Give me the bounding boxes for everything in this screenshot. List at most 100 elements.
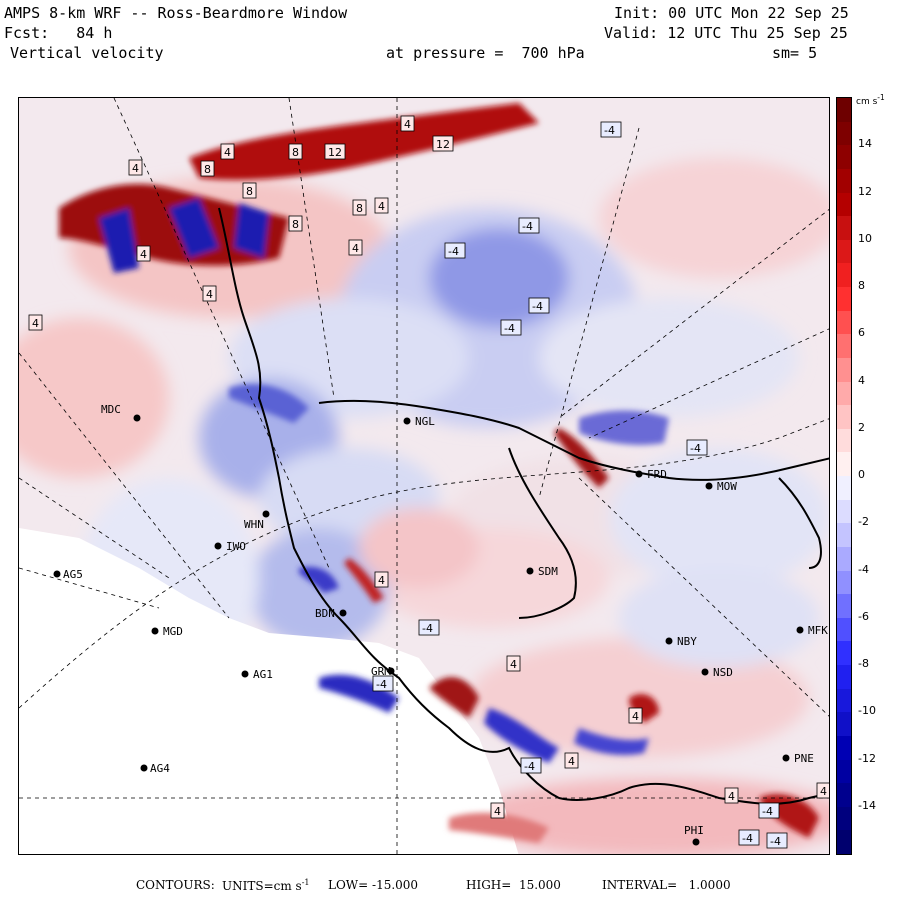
downward-motion-bands <box>229 384 669 763</box>
colorbar-segment <box>837 263 851 288</box>
colorbar-units: cm s-1 <box>856 93 885 107</box>
contour-label-box <box>506 655 521 672</box>
colorbar-segment <box>837 168 851 194</box>
colorbar-tick-label: -12 <box>858 751 876 765</box>
contour-label: 4 <box>224 146 231 159</box>
contour-label-box <box>288 215 303 232</box>
colorbar-segment <box>837 617 851 643</box>
colorbar-tick-label: -8 <box>858 657 869 670</box>
station-dot <box>782 754 790 762</box>
colorbar-segment <box>837 357 851 383</box>
contour-label: 4 <box>32 317 39 330</box>
station-label: MGD <box>163 625 183 638</box>
upward-motion-bands <box>59 103 819 843</box>
contour-label: -4 <box>376 678 387 691</box>
station-dot <box>635 470 643 478</box>
contour-label: 4 <box>378 574 385 587</box>
colorbar-tick-label: 10 <box>858 231 872 245</box>
station-label: NGL <box>415 415 435 428</box>
colorbar-segment <box>837 806 851 832</box>
colorbar-segment <box>837 499 851 525</box>
contour-label-box <box>758 802 780 819</box>
colorbar-tick-label: 14 <box>858 137 872 151</box>
smoothing-value: sm= 5 <box>772 44 818 62</box>
contour-label-box <box>816 782 829 799</box>
vertical-velocity-map: 4 4 12 8 12 4 8 8 4 8 4 8 4 -4 -4 -4 -4 -4 -4 4 4 4 -4 4 4 -4 -4 -4… <box>18 97 830 855</box>
contour-label-box <box>202 285 217 302</box>
contour-label: 4 <box>510 658 517 671</box>
station-label: MOW <box>717 480 737 493</box>
station-dot <box>701 668 709 676</box>
contour-label: 8 <box>246 185 253 198</box>
colorbar-segment <box>837 287 851 312</box>
colorbar-segment <box>837 310 851 336</box>
colorbar-segment <box>837 98 851 123</box>
colorbar-segment <box>837 428 851 454</box>
contour-label-box <box>490 802 505 819</box>
contour-label: 4 <box>140 248 147 261</box>
station-dot <box>796 626 804 634</box>
contour-label: 8 <box>204 163 211 176</box>
contour-label: 4 <box>404 118 411 131</box>
contour-label: -4 <box>762 805 773 818</box>
contour-label: 4 <box>728 790 735 803</box>
station-label: AG4 <box>150 762 170 775</box>
colorbar-segment <box>837 334 851 359</box>
station-dot <box>262 510 270 518</box>
units-label: UNITS=cm s-1 <box>222 878 310 893</box>
colorbar-segment <box>837 523 851 548</box>
station-dot <box>241 670 249 678</box>
station-label: AG1 <box>253 668 273 681</box>
station-label: IWO <box>226 540 246 553</box>
colorbar-tick-label: 2 <box>858 420 865 434</box>
station-label: SDM <box>538 565 558 578</box>
contour-label-box <box>418 619 440 636</box>
interval-value: INTERVAL= 1.0000 <box>602 878 731 892</box>
station-label: NBY <box>677 635 697 648</box>
colorbar-segment <box>837 121 851 147</box>
contour-label-box <box>520 757 542 774</box>
colorbar-tick-label: -10 <box>858 704 876 718</box>
contour-label: 4 <box>632 710 639 723</box>
contour-label-box <box>400 115 415 132</box>
contour-label-box <box>242 182 257 199</box>
contour-label: -4 <box>504 322 515 335</box>
colorbar-segment <box>837 735 851 761</box>
colorbar-segment <box>837 594 851 619</box>
station-dot <box>387 667 395 675</box>
contour-label: 4 <box>206 288 213 301</box>
contour-label-box <box>220 143 235 160</box>
contour-label: 8 <box>292 146 299 159</box>
colorbar-segment <box>837 381 851 407</box>
station-dot <box>53 570 61 578</box>
station-dot <box>526 567 534 575</box>
contour-label: 4 <box>352 242 359 255</box>
contour-label: 4 <box>820 785 827 798</box>
contour-label: 8 <box>292 218 299 231</box>
station-dot <box>151 627 159 635</box>
contour-label: 4 <box>132 162 139 175</box>
colorbar-segment <box>837 688 851 714</box>
contour-label-box <box>766 832 788 849</box>
forecast-hour: Fcst: 84 h <box>4 24 113 42</box>
contour-label-box <box>444 242 466 259</box>
contour-label-box <box>324 143 346 160</box>
contour-label: 8 <box>356 202 363 215</box>
contour-label: 4 <box>494 805 501 818</box>
colorbar-segment <box>837 405 851 430</box>
station-markers: MDC NGL FRD MOW WHN IWO AG5 SDM BDN MGD NBY MFK AG1 G… <box>53 403 828 846</box>
plateau-region <box>19 528 519 854</box>
pressure-level: at pressure = 700 hPa <box>386 44 585 62</box>
contour-label: -4 <box>522 220 533 233</box>
contour-label-box <box>724 787 739 804</box>
station-label: PNE <box>794 752 814 765</box>
station-label: NSD <box>713 666 733 679</box>
contour-label-box <box>432 135 454 152</box>
colorbar-segment <box>837 192 851 218</box>
low-value: LOW= -15.000 <box>328 878 419 892</box>
colorbar-tick-label: 0 <box>858 468 865 481</box>
high-value: HIGH= 15.000 <box>466 878 561 892</box>
colorbar-segment <box>837 830 851 854</box>
colorbar-segment <box>837 452 851 477</box>
colorbar-tick-label: 12 <box>858 184 872 198</box>
